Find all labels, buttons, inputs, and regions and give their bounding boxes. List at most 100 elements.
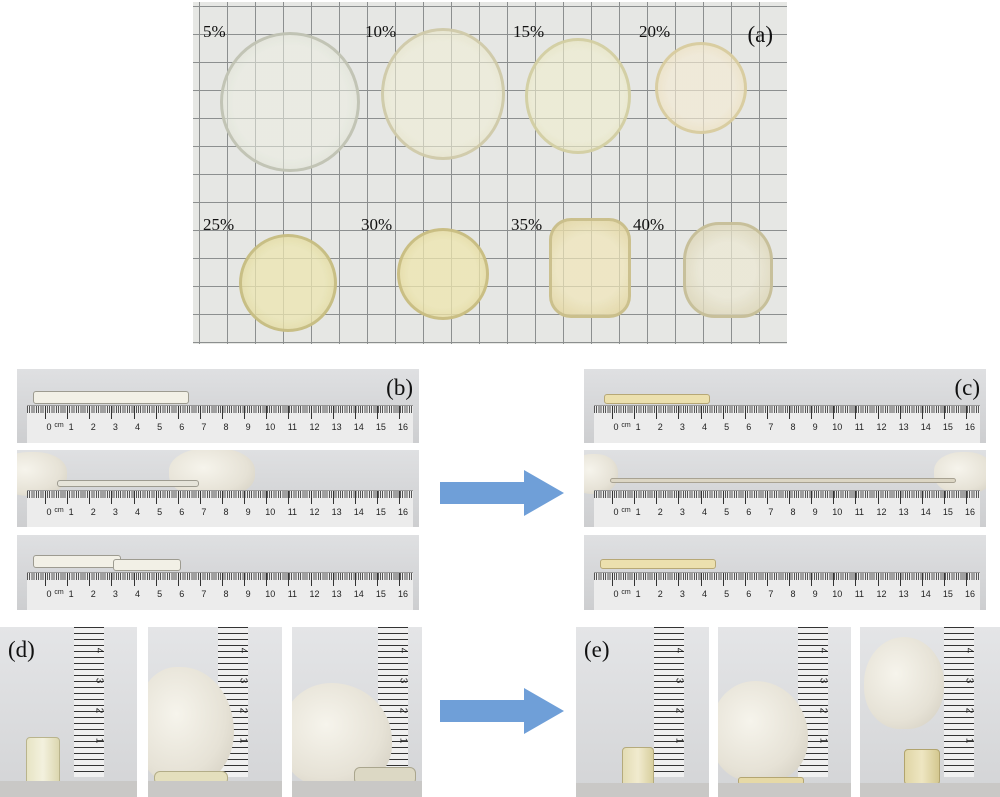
ruler-tick-label: 5 — [724, 589, 730, 599]
vruler-tick-label: 4 — [673, 647, 685, 654]
ruler-major-tick — [921, 491, 923, 504]
table-surface — [718, 783, 851, 797]
vertical-ruler: 1 2 3 4 — [74, 627, 105, 777]
ruler-major-tick — [288, 406, 290, 419]
vruler-tick-label: 4 — [93, 647, 105, 654]
ruler-tick-label: 11 — [854, 507, 865, 517]
ruler-tick-label: 11 — [287, 589, 298, 599]
hydrogel-strip — [57, 480, 199, 487]
ruler-tick-label: 5 — [157, 589, 163, 599]
ruler-major-tick — [376, 573, 378, 586]
ruler-tick-label: 13 — [331, 589, 342, 599]
ruler-tick-label: 6 — [179, 589, 185, 599]
ruler-tick-label: 16 — [397, 422, 409, 432]
ruler-tick-label: 8 — [790, 422, 796, 432]
ruler-major-tick — [766, 573, 768, 586]
glove-finger — [148, 667, 234, 785]
panel-a-photo: (a) 5% 10% 15% 20% 25% 30% 35% 40% — [193, 2, 787, 344]
ruler-tick-label: 14 — [920, 507, 931, 517]
ruler-major-tick — [943, 491, 945, 504]
ruler-tick-label: 2 — [90, 589, 96, 599]
ruler-major-tick — [199, 406, 201, 419]
vruler-tick-label: 4 — [237, 647, 249, 654]
ruler-tick-label: 10 — [265, 507, 276, 517]
ruler-tick-label: 10 — [832, 422, 843, 432]
vruler-tick-label: 1 — [397, 737, 409, 744]
ruler-tick-label: 12 — [876, 422, 887, 432]
gel-disk-10 — [381, 28, 505, 160]
ruler-tick-label: 9 — [812, 507, 818, 517]
percent-label-35: 35% — [511, 215, 543, 234]
ruler-major-tick — [155, 406, 157, 419]
vruler-tick-label: 1 — [93, 737, 105, 744]
ruler-major-tick — [612, 491, 613, 504]
ruler-tick-label: 1 — [635, 422, 641, 432]
vruler-tick-label: 4 — [817, 647, 829, 654]
ruler-major-tick — [921, 573, 923, 586]
ruler-major-tick — [222, 573, 223, 586]
ruler-major-tick — [199, 491, 201, 504]
ruler-major-tick — [155, 573, 157, 586]
percent-label-20: 20% — [639, 22, 671, 41]
percent-label-15: 15% — [513, 22, 545, 41]
ruler-major-tick — [656, 573, 658, 586]
vruler-tick-label: 3 — [817, 677, 829, 684]
vruler-tick-label: 2 — [237, 707, 249, 714]
panel-b-photo-2: 0 cm 1 2 3 4 5 6 7 8 9 10 11 12 13 14 15 16 — [17, 450, 419, 527]
ruler-major-tick — [656, 406, 658, 419]
ruler-major-tick — [332, 573, 334, 586]
ruler-major-tick — [266, 491, 268, 504]
ruler-major-tick — [111, 573, 113, 586]
ruler-tick-label: 6 — [746, 507, 752, 517]
ruler-tick-label: 15 — [375, 589, 386, 599]
ruler-tick-label: 12 — [876, 589, 887, 599]
hydrogel-strip-fragment — [113, 559, 181, 571]
ruler-tick-label: 10 — [832, 507, 843, 517]
vertical-ruler: 1 2 3 4 — [944, 627, 975, 777]
ruler-tick-label: 1 — [68, 507, 74, 517]
ruler-major-tick — [678, 406, 680, 419]
ruler-major-tick — [656, 491, 658, 504]
right-arrow-icon — [440, 688, 564, 734]
vruler-tick-label: 2 — [817, 707, 829, 714]
ruler-unit-label: cm — [54, 507, 64, 514]
gel-disk-5 — [220, 32, 360, 172]
ruler-major-tick — [332, 491, 334, 504]
ruler-tick-label: 2 — [657, 422, 663, 432]
ruler-tick-label: 11 — [287, 507, 298, 517]
vertical-ruler: 1 2 3 4 — [654, 627, 685, 777]
ruler-tick-label: 3 — [112, 507, 118, 517]
percent-label-40: 40% — [633, 215, 665, 234]
ruler-major-tick — [722, 573, 724, 586]
ruler-tick-label: 1 — [635, 589, 641, 599]
ruler-major-tick — [612, 573, 613, 586]
ruler-major-tick — [744, 573, 746, 586]
ruler: 0 cm 1 2 3 4 5 6 7 8 9 10 11 12 13 14 15 16 — [594, 490, 980, 527]
gel-disk-30 — [397, 228, 489, 320]
ruler-major-tick — [833, 491, 835, 504]
ruler-tick-label: 15 — [942, 589, 953, 599]
ruler-tick-label: 10 — [265, 422, 276, 432]
vruler-tick-label: 4 — [963, 647, 975, 654]
ruler-major-tick — [877, 491, 879, 504]
ruler-major-tick — [89, 573, 91, 586]
ruler-tick-label: 6 — [179, 507, 185, 517]
ruler-tick-label: 13 — [331, 507, 342, 517]
ruler-major-tick — [244, 491, 246, 504]
ruler-tick-label: 7 — [768, 422, 774, 432]
ruler: 0 cm 1 2 3 4 5 6 7 8 9 10 11 12 13 14 15 16 — [594, 572, 980, 610]
ruler-tick-label: 1 — [68, 589, 74, 599]
right-arrow-icon — [440, 470, 564, 516]
ruler-major-tick — [744, 491, 746, 504]
ruler-major-tick — [722, 406, 724, 419]
ruler-major-tick — [700, 491, 702, 504]
vruler-tick-label: 4 — [397, 647, 409, 654]
ruler-tick-label: 15 — [375, 422, 386, 432]
ruler-major-tick — [67, 406, 69, 419]
ruler-major-tick — [855, 491, 857, 504]
ruler-major-tick — [266, 406, 268, 419]
ruler-tick-label: 2 — [657, 589, 663, 599]
ruler-unit-label: cm — [621, 422, 631, 429]
hydrogel-strip — [33, 391, 189, 404]
